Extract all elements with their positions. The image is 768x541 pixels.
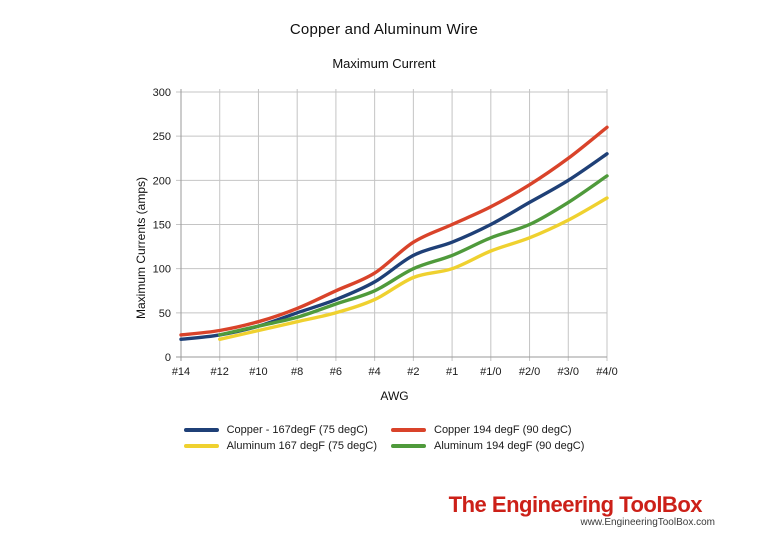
y-tick-label: 100	[153, 264, 171, 276]
chart-legend: Copper - 167degF (75 degC) Copper 194 deg…	[0, 424, 768, 452]
x-tick-label: #10	[249, 366, 267, 378]
series-line-0	[179, 152, 609, 341]
legend-swatch-icon	[183, 428, 219, 432]
y-tick-label: 250	[153, 131, 171, 143]
y-tick-label: 50	[159, 308, 171, 320]
legend-label: Copper 194 degF (90 degC)	[434, 424, 572, 436]
y-tick-label: 300	[153, 87, 171, 99]
y-tick-label: 0	[165, 352, 171, 364]
legend-swatch-icon	[391, 428, 426, 432]
x-tick-label: #1/0	[480, 366, 501, 378]
x-tick-label: #3/0	[558, 366, 579, 378]
legend-item-1: Copper 194 degF (90 degC)	[391, 424, 584, 436]
chart-subtitle: Maximum Current	[332, 56, 436, 71]
chart-title: Copper and Aluminum Wire	[289, 21, 479, 38]
y-tick-label: 150	[153, 220, 171, 232]
x-tick-label: #1	[446, 366, 458, 378]
series-line-1	[179, 125, 609, 337]
legend-swatch-icon	[391, 444, 426, 448]
legend-item-3: Aluminum 194 degF (90 degC)	[391, 440, 584, 452]
x-tick-label: #4	[369, 366, 381, 378]
brand-website-link[interactable]: www.EngineeringToolBox.com	[580, 517, 715, 528]
legend-label: Aluminum 167 degF (75 degC)	[226, 440, 377, 452]
x-tick-label: #2	[407, 366, 419, 378]
series-line-2	[218, 196, 609, 341]
x-axis-title: AWG	[380, 389, 409, 403]
brand-logo: The Engineering ToolBox	[448, 492, 703, 517]
legend-label: Copper - 167degF (75 degC)	[226, 424, 368, 436]
x-tick-label: #6	[330, 366, 342, 378]
x-tick-label: #4/0	[596, 366, 617, 378]
x-tick-label: #14	[172, 366, 190, 378]
series-line-3	[218, 174, 609, 337]
x-tick-label: #12	[211, 366, 229, 378]
x-tick-label: #2/0	[519, 366, 540, 378]
legend-item-0: Copper - 167degF (75 degC)	[183, 424, 377, 436]
legend-grid: Copper - 167degF (75 degC) Copper 194 deg…	[183, 424, 584, 452]
y-tick-label: 200	[153, 175, 171, 187]
line-chart-plot: 0 50 100 150 200 250 300 #14 #12 #10 #8 #6 #4 #2 #1 #1/…	[153, 87, 618, 378]
x-tick-label: #8	[291, 366, 303, 378]
legend-swatch-icon	[183, 444, 219, 448]
legend-label: Aluminum 194 degF (90 degC)	[434, 440, 585, 452]
legend-item-2: Aluminum 167 degF (75 degC)	[183, 440, 377, 452]
